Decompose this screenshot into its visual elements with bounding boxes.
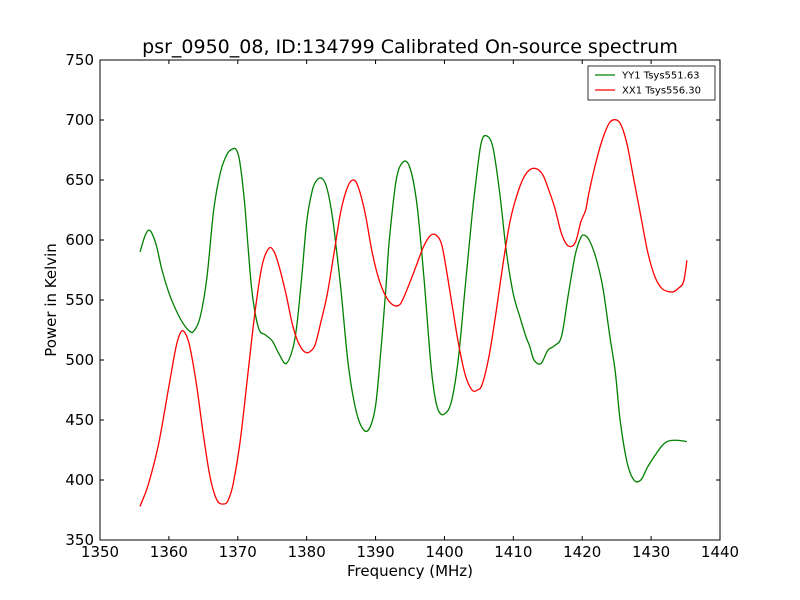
x-tick-label: 1410 — [494, 543, 532, 561]
series-line-xx1 — [139, 119, 688, 507]
y-tick-label: 650 — [65, 171, 94, 189]
y-tick-label: 500 — [65, 351, 94, 369]
legend-label-yy1: YY1 Tsys551.63 — [621, 71, 700, 82]
x-tick-label: 1440 — [701, 543, 739, 561]
y-tick-label: 700 — [65, 111, 94, 129]
chart-title: psr_0950_08, ID:134799 Calibrated On-sou… — [142, 36, 678, 58]
y-tick-label: 400 — [65, 471, 94, 489]
x-tick-label: 1400 — [425, 543, 463, 561]
x-axis-label: Frequency (MHz) — [347, 562, 473, 580]
legend-box — [587, 65, 716, 101]
y-tick-label: 550 — [65, 291, 94, 309]
x-tick-label: 1370 — [219, 543, 257, 561]
y-tick-label: 600 — [65, 231, 94, 249]
x-tick-label: 1350 — [81, 543, 119, 561]
axis-ticks: 1350 1360 1370 1380 1390 1400 1410 1420 1430 1440… — [65, 51, 739, 561]
plot-lines — [139, 119, 688, 507]
y-tick-label: 450 — [65, 411, 94, 429]
y-tick-label: 350 — [65, 531, 94, 549]
x-tick-label: 1420 — [563, 543, 601, 561]
x-tick-label: 1430 — [632, 543, 670, 561]
x-tick-label: 1390 — [356, 543, 394, 561]
series-line-yy1 — [139, 134, 687, 483]
x-tick-label: 1360 — [150, 543, 188, 561]
y-axis-label: Power in Kelvin — [42, 243, 60, 357]
y-tick-label: 750 — [65, 51, 94, 69]
plot-frame — [99, 59, 721, 541]
x-tick-label: 1380 — [288, 543, 326, 561]
legend: YY1 Tsys551.63 XX1 Tsys556.30 — [587, 65, 716, 101]
legend-label-xx1: XX1 Tsys556.30 — [622, 86, 701, 97]
